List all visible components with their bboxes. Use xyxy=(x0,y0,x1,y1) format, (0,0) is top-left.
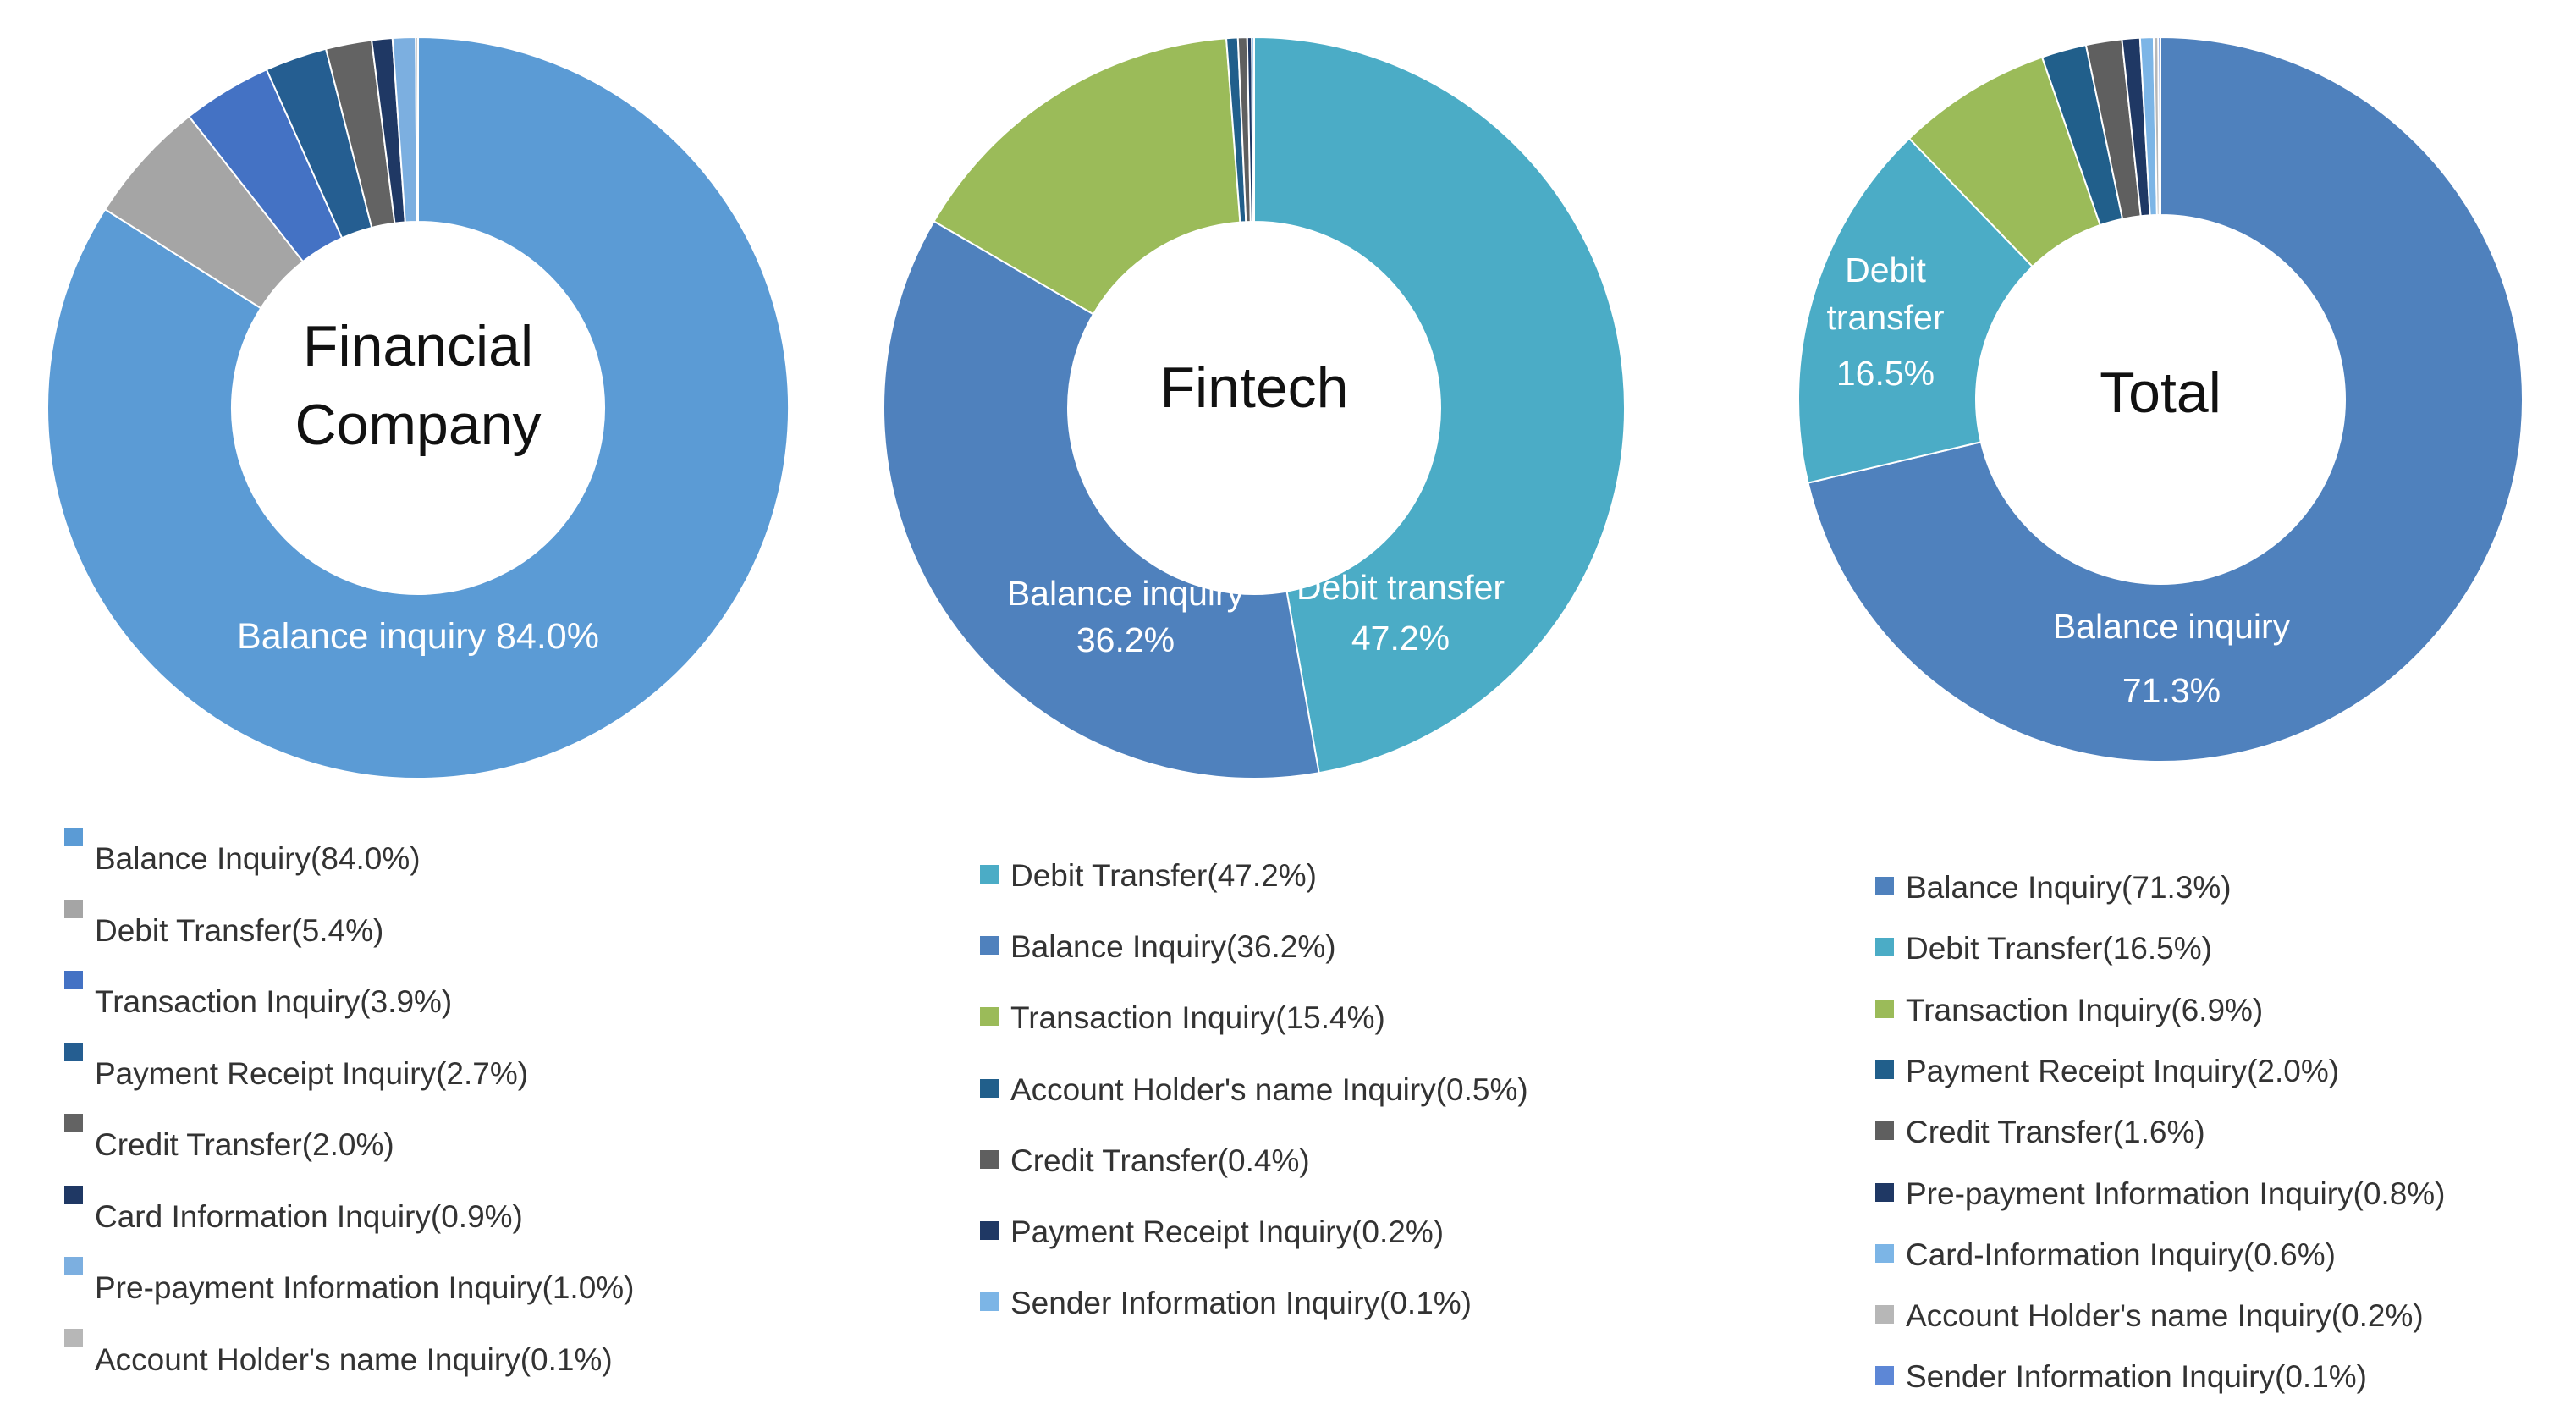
legend-label: Account Holder's name Inquiry(0.1%) xyxy=(95,1341,613,1377)
legend-swatch xyxy=(980,1078,999,1098)
legend-label: Transaction Inquiry(3.9%) xyxy=(95,984,453,1019)
legend-label: Balance Inquiry(71.3%) xyxy=(1906,870,2232,905)
legend-item: Sender Information Inquiry(0.1%) xyxy=(1875,1359,2569,1410)
legend-item: Sender Information Inquiry(0.1%) xyxy=(980,1286,1674,1336)
slice-balance-inquiry xyxy=(47,36,790,779)
slice-debit-transfer xyxy=(1253,36,1626,774)
legend-item: Balance Inquiry(36.2%) xyxy=(980,929,1674,980)
chart-title: Financial Company xyxy=(294,314,541,457)
legend-swatch xyxy=(64,1042,83,1061)
legend-label: Payment Receipt Inquiry(2.7%) xyxy=(95,1055,529,1091)
legend-label: Credit Transfer(0.4%) xyxy=(1010,1143,1310,1178)
legend-label: Credit Transfer(1.6%) xyxy=(1906,1115,2205,1150)
legend-swatch xyxy=(980,1221,999,1240)
legend-item: Transaction Inquiry(6.9%) xyxy=(1875,993,2569,1044)
chart-title: Fintech xyxy=(1160,355,1349,420)
legend-label: Account Holder's name Inquiry(0.5%) xyxy=(1010,1071,1528,1107)
legend-swatch xyxy=(1875,877,1894,895)
legend-swatch xyxy=(64,899,83,918)
slice-transaction-inquiry xyxy=(933,37,1241,316)
legend-item: Transaction Inquiry(15.4%) xyxy=(980,1000,1674,1051)
legend-swatch xyxy=(1875,1243,1894,1263)
legend-swatch xyxy=(980,865,999,884)
legend-label: Credit Transfer(2.0%) xyxy=(95,1127,394,1162)
legend-swatch xyxy=(980,1007,999,1027)
legend-item: Credit Transfer(2.0%) xyxy=(64,1114,758,1162)
legend-item: Debit Transfer(47.2%) xyxy=(980,858,1674,909)
legend-swatch xyxy=(980,1292,999,1312)
slice-balance-inquiry xyxy=(883,220,1320,779)
legend-swatch xyxy=(1875,1060,1894,1079)
legend-swatch xyxy=(980,1149,999,1169)
slice-account-holder-s-name-inquiry xyxy=(415,36,419,223)
legend-item: Payment Receipt Inquiry(2.0%) xyxy=(1875,1054,2569,1104)
data-label: Balance inquiry 84.0% xyxy=(237,616,599,657)
legend-swatch xyxy=(1875,1366,1894,1385)
legend-label: Account Holder's name Inquiry(0.2%) xyxy=(1906,1298,2424,1334)
legend-item: Debit Transfer(5.4%) xyxy=(64,899,758,948)
slice-sender-information-inquiry xyxy=(2157,36,2161,217)
slice-balance-inquiry xyxy=(1807,36,2524,763)
chart-title: Total xyxy=(2100,361,2221,425)
legend-swatch xyxy=(64,1185,83,1204)
legend-swatch xyxy=(64,971,83,989)
legend-swatch xyxy=(64,1114,83,1132)
legend-item: Credit Transfer(0.4%) xyxy=(980,1143,1674,1194)
legend-item: Debit Transfer(16.5%) xyxy=(1875,931,2569,982)
slice-debit-transfer xyxy=(1797,137,2034,484)
legend-item: Balance Inquiry(84.0%) xyxy=(64,828,758,876)
legend-swatch xyxy=(64,828,83,846)
legend-label: Transaction Inquiry(15.4%) xyxy=(1010,1000,1385,1036)
slice-sender-information-inquiry xyxy=(1251,36,1255,223)
donut-total: Total Debit transfer 16.5% Balance inquiry 71… xyxy=(1797,36,2524,763)
legend-label: Payment Receipt Inquiry(2.0%) xyxy=(1906,1053,2340,1088)
donut-fintech: Fintech Balance inquiry 36.2% Debit transfe… xyxy=(883,36,1626,779)
legend-item: Payment Receipt Inquiry(0.2%) xyxy=(980,1214,1674,1265)
legend-label: Sender Information Inquiry(0.1%) xyxy=(1010,1286,1472,1321)
data-label: Debit transfer 16.5% xyxy=(1827,251,1945,393)
legend-label: Debit Transfer(16.5%) xyxy=(1906,931,2212,967)
legend-swatch xyxy=(1875,1121,1894,1141)
legend-item: Account Holder's name Inquiry(0.5%) xyxy=(980,1072,1674,1123)
data-label: Debit transfer 47.2% xyxy=(1296,568,1505,658)
legend-item: Transaction Inquiry(3.9%) xyxy=(64,971,758,1019)
legend-label: Sender Information Inquiry(0.1%) xyxy=(1906,1359,2367,1395)
legend-swatch xyxy=(64,1328,83,1347)
legend-label: Card-Information Inquiry(0.6%) xyxy=(1906,1237,2336,1272)
legend-label: Balance Inquiry(84.0%) xyxy=(95,841,421,876)
legend-item: Credit Transfer(1.6%) xyxy=(1875,1115,2569,1165)
legend-label: Card Information Inquiry(0.9%) xyxy=(95,1198,523,1234)
legend-item: Pre-payment Information Inquiry(1.0%) xyxy=(64,1257,758,1305)
legend-swatch xyxy=(1875,938,1894,957)
legend-item: Payment Receipt Inquiry(2.7%) xyxy=(64,1042,758,1091)
data-label: Balance inquiry 71.3% xyxy=(2053,607,2291,710)
legend-item: Card Information Inquiry(0.9%) xyxy=(64,1185,758,1234)
legend-label: Pre-payment Information Inquiry(0.8%) xyxy=(1906,1176,2446,1211)
legend-item: Account Holder's name Inquiry(0.1%) xyxy=(64,1328,758,1377)
legend-item: Account Holder's name Inquiry(0.2%) xyxy=(1875,1298,2569,1349)
legend-item: Pre-payment Information Inquiry(0.8%) xyxy=(1875,1176,2569,1227)
legend-label: Balance Inquiry(36.2%) xyxy=(1010,929,1336,965)
legend-swatch xyxy=(64,1257,83,1275)
legend-label: Debit Transfer(5.4%) xyxy=(95,912,384,948)
legend-item: Balance Inquiry(71.3%) xyxy=(1875,870,2569,921)
donut-financial-company: Financial Company Balance inquiry 84.0% xyxy=(47,36,790,779)
legend-label: Transaction Inquiry(6.9%) xyxy=(1906,992,2264,1027)
legend-label: Debit Transfer(47.2%) xyxy=(1010,858,1317,893)
legend-label: Pre-payment Information Inquiry(1.0%) xyxy=(95,1270,635,1305)
legend-swatch xyxy=(980,936,999,956)
legend-swatch xyxy=(1875,1305,1894,1325)
legend-label: Payment Receipt Inquiry(0.2%) xyxy=(1010,1214,1445,1249)
legend-item: Card-Information Inquiry(0.6%) xyxy=(1875,1237,2569,1288)
legend-swatch xyxy=(1875,999,1894,1018)
data-label: Balance inquiry 36.2% xyxy=(1007,574,1245,659)
legend-swatch xyxy=(1875,1182,1894,1202)
